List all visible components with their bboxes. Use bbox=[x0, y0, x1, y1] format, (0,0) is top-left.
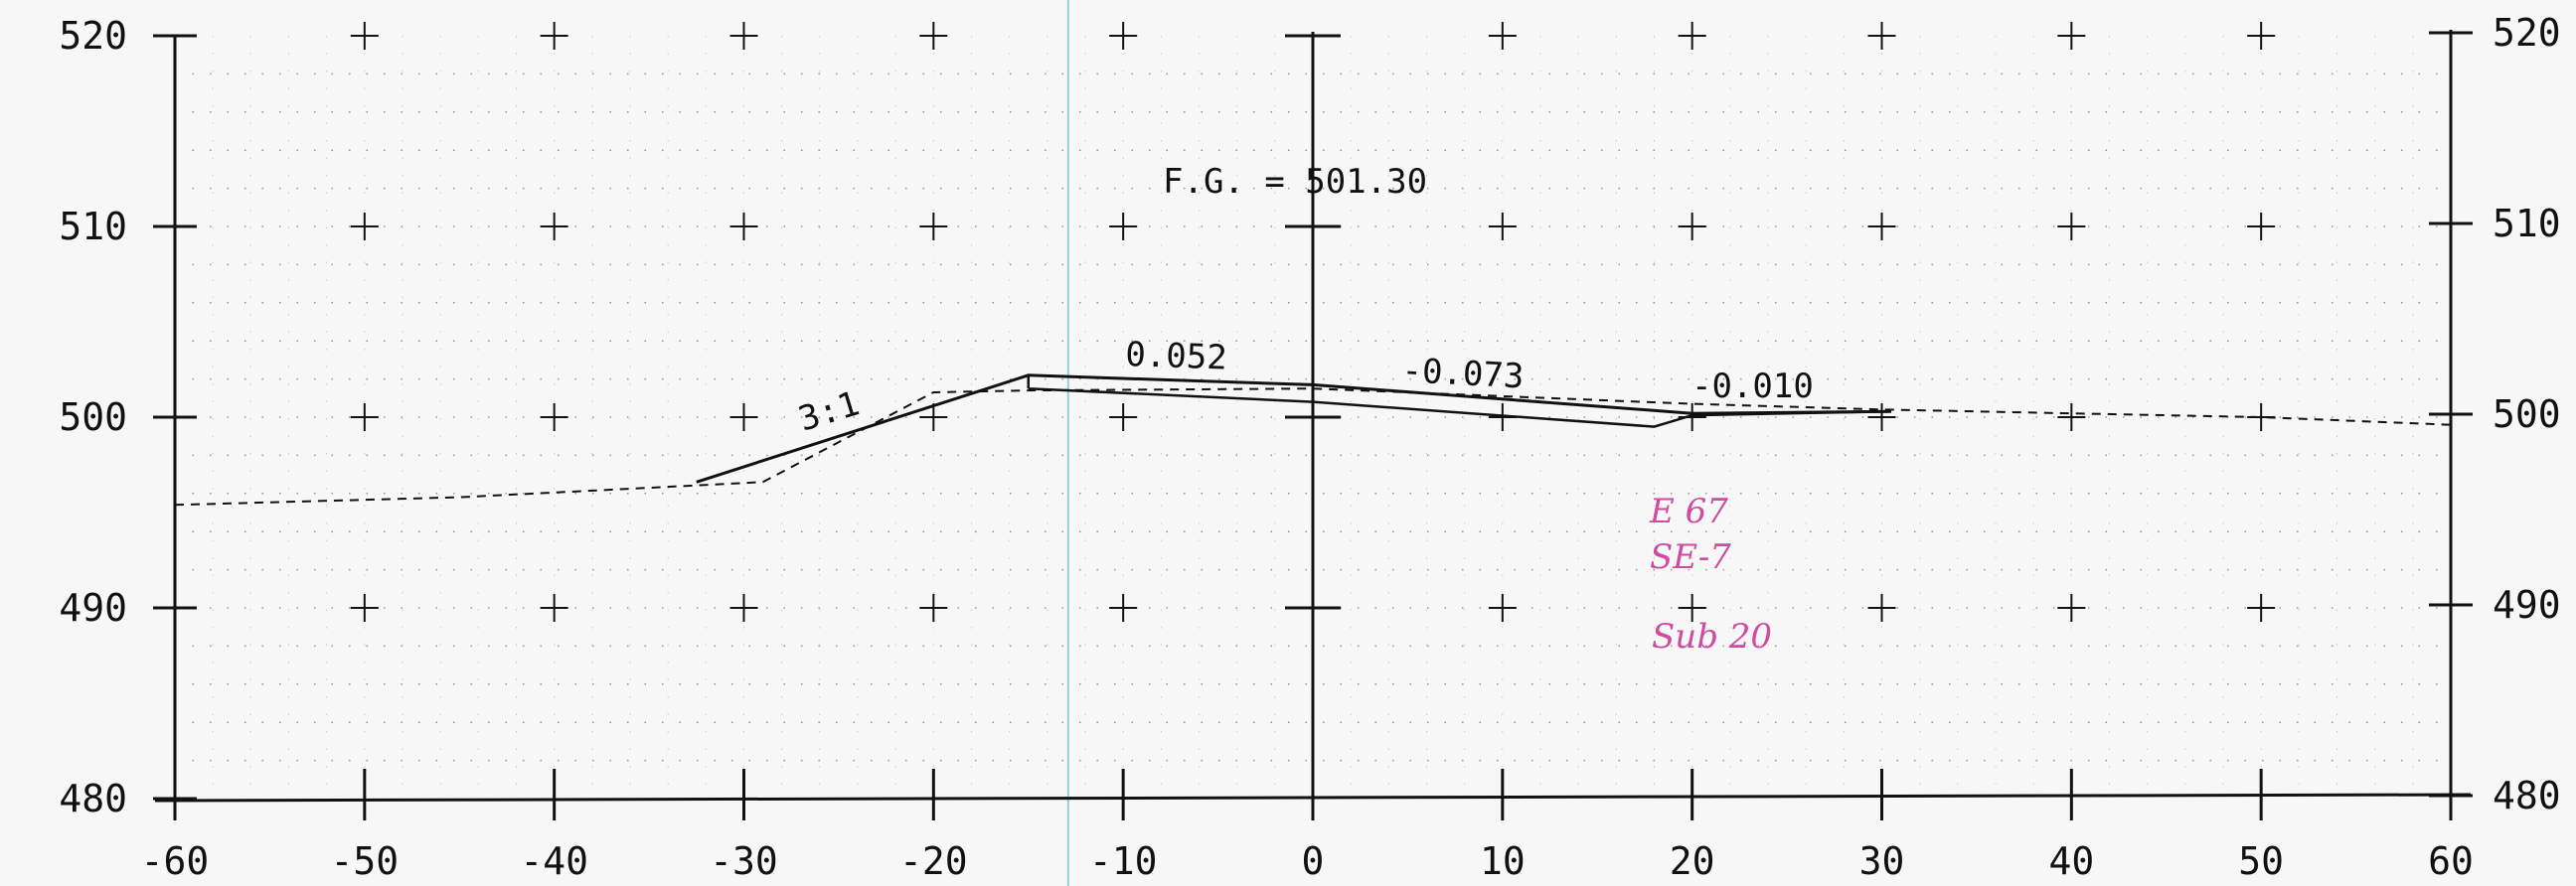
y-tick-label-right: 480 bbox=[2493, 774, 2561, 817]
grid-cross bbox=[2057, 22, 2086, 50]
grid-cross bbox=[919, 403, 948, 431]
grid-cross bbox=[1488, 22, 1517, 50]
grid-cross bbox=[1488, 594, 1517, 622]
grid-cross bbox=[540, 403, 568, 431]
x-tick-label: 0 bbox=[1302, 839, 1325, 883]
grid-cross bbox=[729, 594, 758, 622]
y-tick-label-left: 480 bbox=[59, 777, 127, 820]
axes bbox=[153, 30, 2473, 820]
y-tick-labels-right: 480 490 500 510 520 bbox=[2493, 11, 2561, 817]
grid-cross bbox=[1109, 213, 1138, 240]
grid-cross bbox=[919, 22, 948, 50]
existing-ground-line bbox=[174, 387, 2452, 507]
x-tick-label: -30 bbox=[710, 839, 778, 883]
cross-slope-2-label: -0.073 bbox=[1401, 351, 1526, 396]
grid-cross bbox=[919, 594, 948, 622]
grid-cross bbox=[1109, 403, 1138, 431]
grid-cross bbox=[540, 594, 568, 622]
grid-cross bbox=[2057, 594, 2086, 622]
grid-cross bbox=[729, 403, 758, 431]
x-tick-label: -10 bbox=[1089, 839, 1158, 883]
grid-cross bbox=[350, 22, 379, 50]
y-tick-label-left: 490 bbox=[59, 586, 127, 630]
cross-slope-3-label: -0.010 bbox=[1691, 367, 1814, 406]
pavement-bottom-line bbox=[1028, 386, 1892, 428]
finished-grade-top-line bbox=[696, 373, 1892, 484]
handwritten-note-3: Sub 20 bbox=[1652, 617, 1772, 657]
x-tick-label: -60 bbox=[141, 839, 210, 883]
grid-cross bbox=[2247, 594, 2276, 622]
y-tick-label-right: 510 bbox=[2493, 202, 2561, 245]
x-tick-label: 10 bbox=[1480, 839, 1526, 883]
grid-cross bbox=[1109, 22, 1138, 50]
y-tick-label-left: 520 bbox=[59, 14, 127, 58]
grid-cross bbox=[729, 213, 758, 240]
grid-cross bbox=[1678, 213, 1706, 240]
grid-cross bbox=[2247, 213, 2276, 240]
x-tick-label: -50 bbox=[331, 839, 400, 883]
y-tick-label-right: 520 bbox=[2493, 11, 2561, 55]
grid-cross bbox=[540, 22, 568, 50]
grid-cross bbox=[729, 22, 758, 50]
grid-cross bbox=[350, 403, 379, 431]
x-tick-label: 50 bbox=[2238, 839, 2284, 883]
grid-cross bbox=[1867, 22, 1896, 50]
y-tick-label-left: 510 bbox=[59, 205, 127, 248]
grid-cross bbox=[919, 213, 948, 240]
grid-cross bbox=[1867, 594, 1896, 622]
grid-cross bbox=[540, 213, 568, 240]
x-tick-label: 20 bbox=[1670, 839, 1715, 883]
x-tick-label: -20 bbox=[899, 839, 968, 883]
handwritten-note-2: SE-7 bbox=[1650, 537, 1731, 577]
x-tick-labels: -60 -50 -40 -30 -20 -10 0 10 20 30 40 50 60 bbox=[141, 839, 2474, 883]
grid-cross bbox=[1678, 22, 1706, 50]
x-tick-label: 30 bbox=[1859, 839, 1905, 883]
grid-cross bbox=[350, 213, 379, 240]
x-tick-label: 40 bbox=[2048, 839, 2094, 883]
grid-cross bbox=[2247, 22, 2276, 50]
handwritten-note-1: E 67 bbox=[1649, 492, 1728, 531]
grid-cross bbox=[1867, 213, 1896, 240]
grid-cross bbox=[2057, 403, 2086, 431]
grid-cross bbox=[2057, 213, 2086, 240]
grid-cross bbox=[1109, 594, 1138, 622]
y-tick-label-right: 490 bbox=[2493, 583, 2561, 627]
fg-label: F.G. = 501.30 bbox=[1163, 162, 1427, 202]
x-tick-label: -40 bbox=[520, 839, 588, 883]
grid-cross bbox=[350, 594, 379, 622]
grid-cross bbox=[1488, 213, 1517, 240]
y-tick-label-right: 500 bbox=[2493, 392, 2561, 436]
y-tick-labels-left: 480 490 500 510 520 bbox=[59, 14, 127, 820]
y-tick-label-left: 500 bbox=[59, 395, 127, 439]
x-tick-label: 60 bbox=[2428, 839, 2474, 883]
cross-slope-1-label: 0.052 bbox=[1125, 335, 1228, 378]
grid-cross bbox=[1867, 403, 1896, 431]
grid-cross bbox=[1678, 594, 1706, 622]
grid-crosses bbox=[350, 22, 2276, 622]
